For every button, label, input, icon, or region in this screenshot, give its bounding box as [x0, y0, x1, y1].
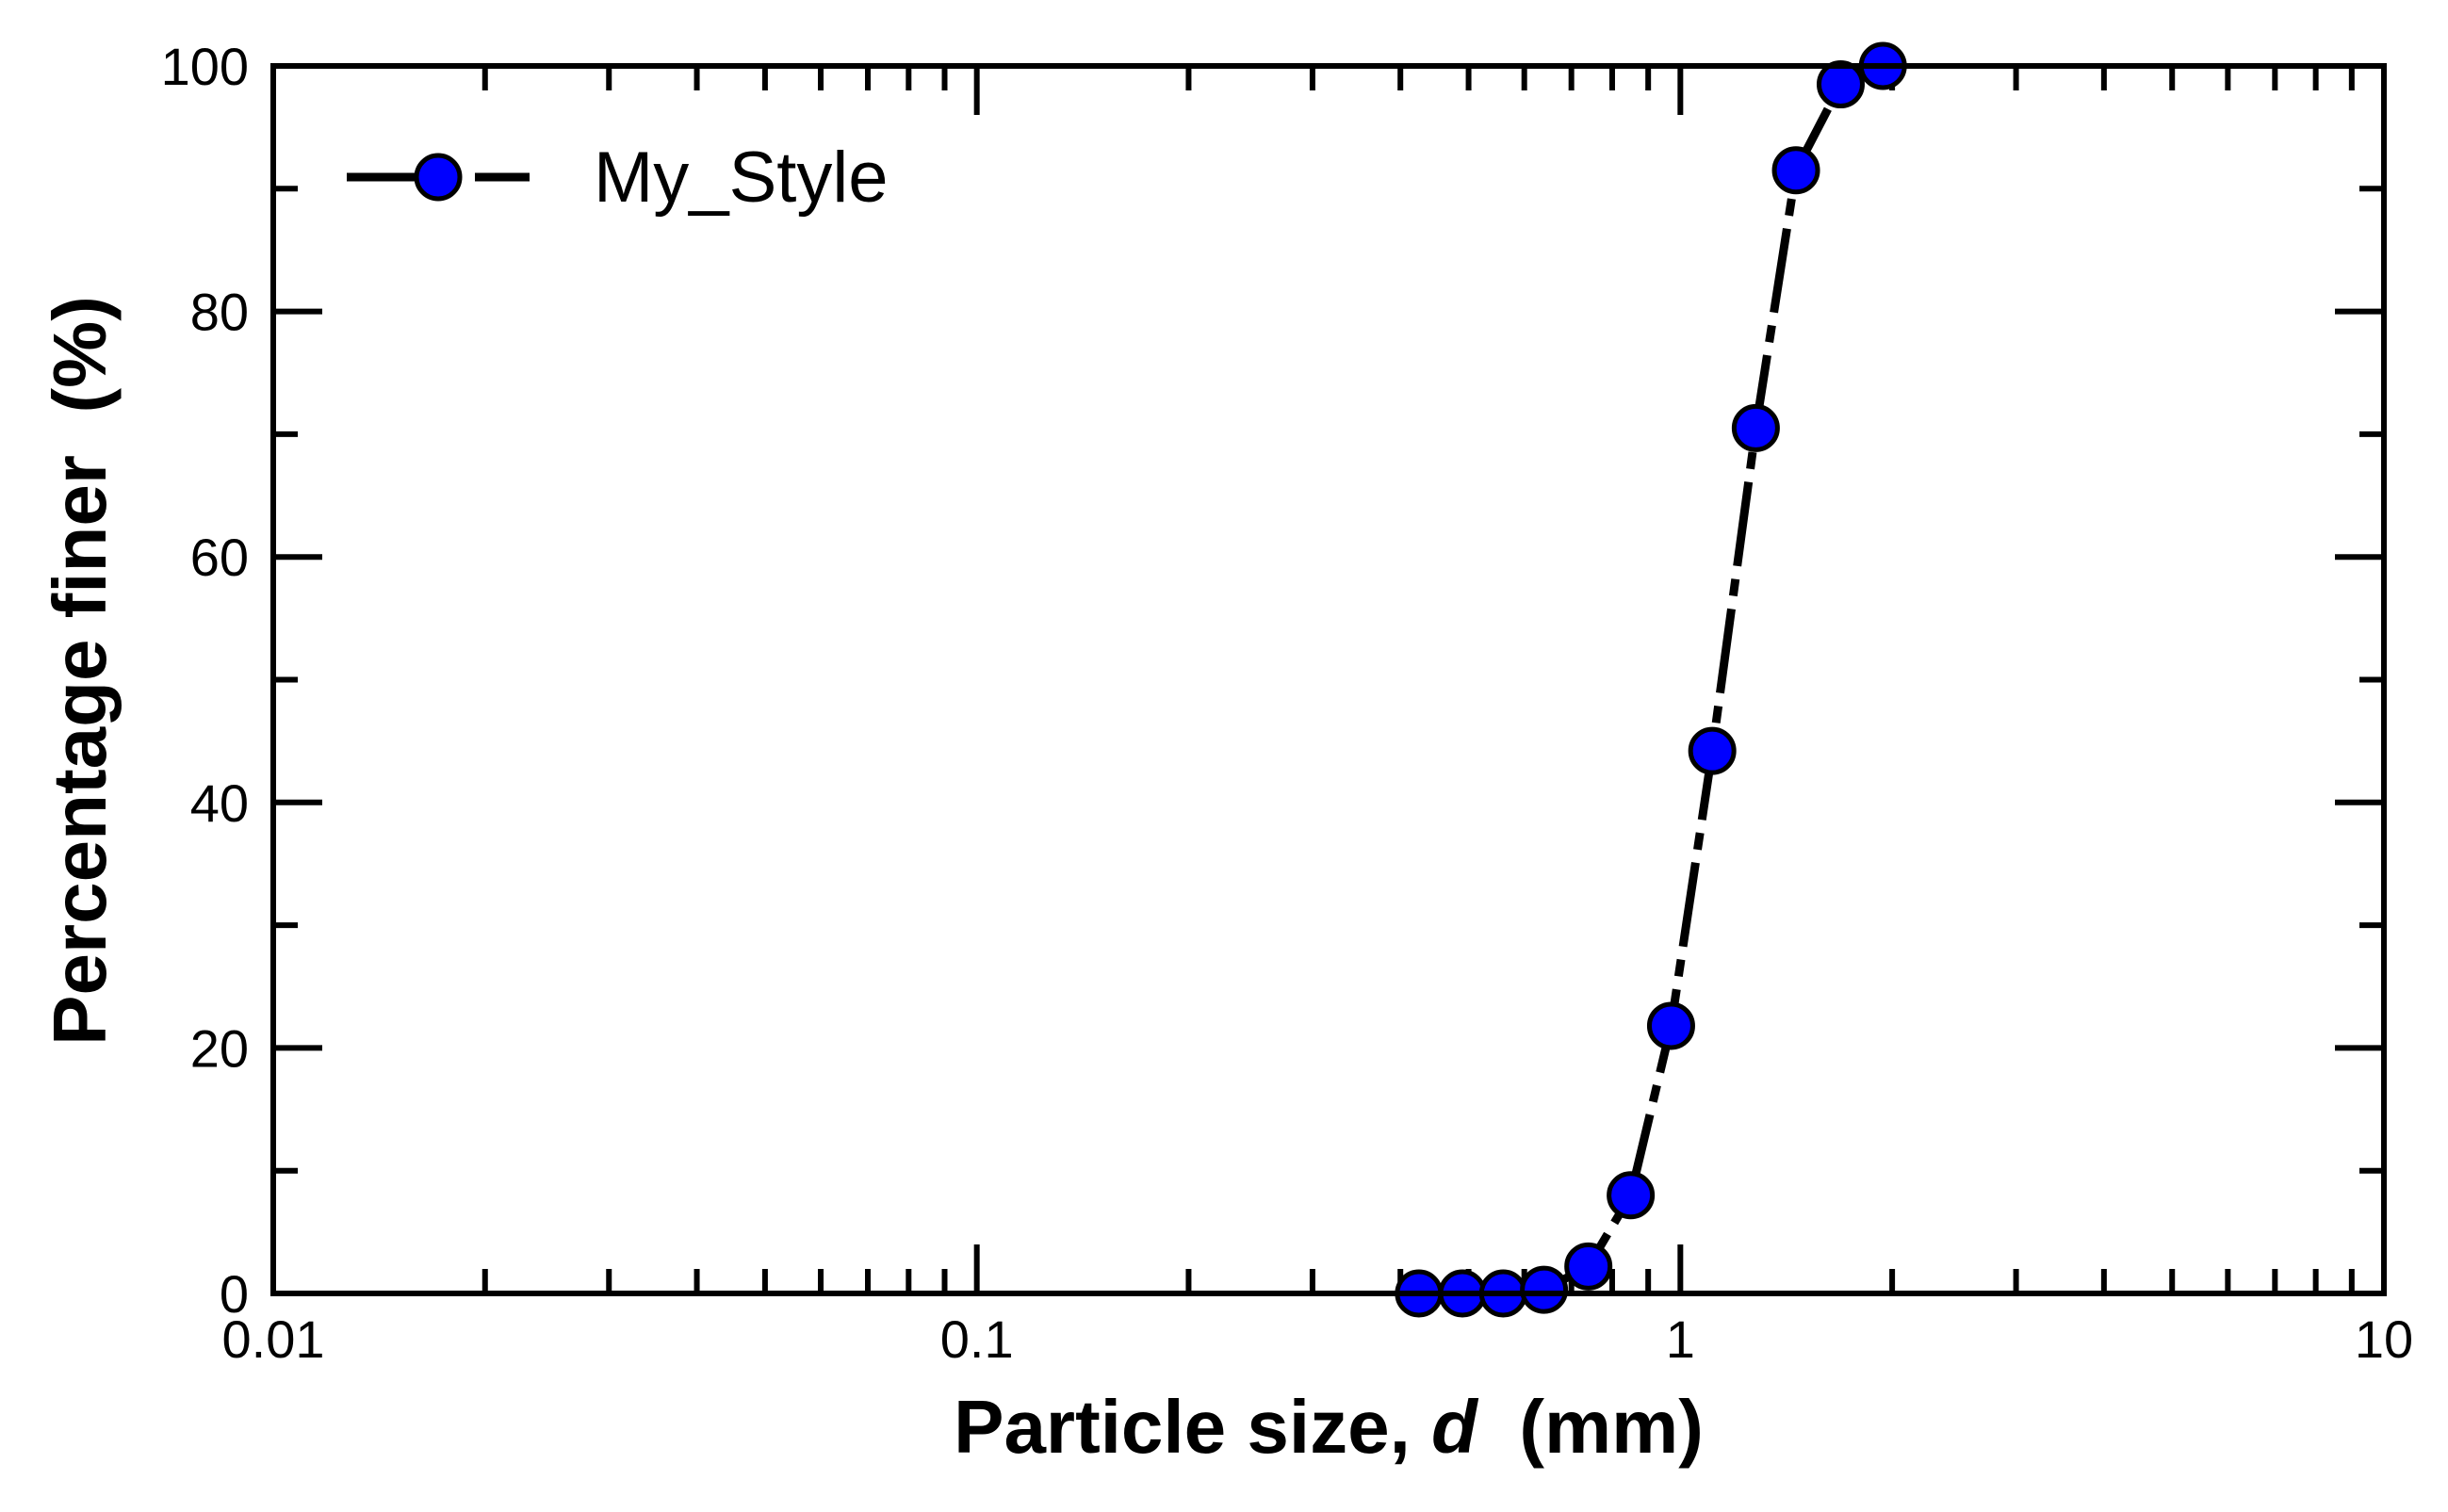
- x-tick-label: 0.01: [222, 1309, 325, 1369]
- data-point: [1731, 403, 1780, 452]
- y-tick-label: 0: [220, 1264, 249, 1324]
- y-tick-label: 80: [190, 283, 249, 342]
- data-point: [1520, 1265, 1569, 1314]
- legend-marker: [414, 153, 463, 202]
- plot-frame: [270, 63, 2387, 1296]
- minor-tick-marks: [273, 66, 2384, 1293]
- major-tick-marks: [270, 63, 2387, 1296]
- y-tick-label: 40: [190, 773, 249, 833]
- data-point: [1816, 60, 1865, 109]
- x-axis-title-unit: (mm): [1477, 1385, 1704, 1469]
- x-tick-label: 10: [2355, 1309, 2413, 1369]
- legend-label: My_Style: [594, 138, 889, 218]
- y-tick-label: 20: [190, 1018, 249, 1078]
- data-point: [1771, 146, 1820, 195]
- x-axis-title-variable: d: [1431, 1385, 1479, 1469]
- y-axis-title: Percentage finer (%): [38, 296, 122, 1046]
- x-axis-title: Particle size, d (mm): [954, 1385, 1704, 1469]
- legend: My_Style: [347, 138, 889, 218]
- series-line: [1418, 61, 1885, 1298]
- series-layer: [1395, 41, 1907, 1318]
- data-point: [1646, 1001, 1695, 1050]
- x-tick-label: 1: [1666, 1309, 1695, 1369]
- x-tick-label: 0.1: [940, 1309, 1014, 1369]
- y-tick-label: 100: [161, 37, 249, 96]
- x-axis-title-main: Particle size,: [954, 1385, 1431, 1469]
- y-tick-label: 60: [190, 528, 249, 587]
- data-point: [1564, 1242, 1613, 1291]
- data-point: [1607, 1171, 1656, 1220]
- data-point: [1688, 726, 1737, 775]
